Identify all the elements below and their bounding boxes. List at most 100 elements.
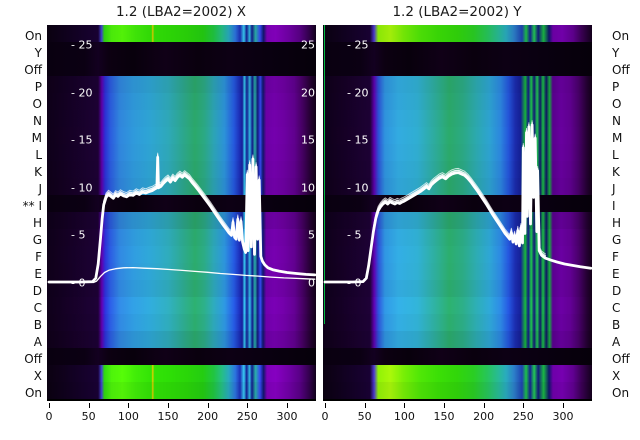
x-tick-y-200 xyxy=(483,403,485,408)
x-tick-label-x-200: 200 xyxy=(197,410,219,423)
heatmap-row-l xyxy=(47,144,316,162)
row-label-a: A xyxy=(33,335,42,349)
curve-main xyxy=(47,155,316,284)
heatmap-row-n xyxy=(323,110,592,128)
x-tick-label-x-300: 300 xyxy=(276,410,298,423)
row-label-e: E xyxy=(612,267,620,281)
row-label-n: N xyxy=(612,114,621,128)
x-tick-x-300 xyxy=(286,403,288,408)
row-label-p: P xyxy=(34,80,42,94)
row-label-l: L xyxy=(612,148,619,162)
x-tick-label-y-50: 50 xyxy=(357,410,372,423)
heatmap-row-x xyxy=(47,365,316,383)
ytick-label-left-5: - 5 xyxy=(347,228,362,242)
heatmap-panel-x: - 25 25 - 20 20 - 15 15 - 10 10 - 5 5 - 0 0 xyxy=(47,25,316,401)
heatmap-row-n xyxy=(47,110,316,128)
panel-x-title: 1.2 (LBA2=2002) X xyxy=(115,4,247,20)
x-tick-y-250 xyxy=(523,403,525,408)
row-label-g: G xyxy=(32,233,42,247)
row-label-n: N xyxy=(33,114,42,128)
row-label-a: A xyxy=(612,335,621,349)
ytick-label-right-0: 0 xyxy=(308,276,315,290)
heatmap-row-y xyxy=(323,42,592,60)
x-tick-label-y-150: 150 xyxy=(433,410,455,423)
heatmap-row-on xyxy=(323,382,592,399)
row-label-on: On xyxy=(24,29,42,43)
ytick-label-right-25: 25 xyxy=(301,38,315,52)
row-label-off: Off xyxy=(612,352,630,366)
heatmap-row-on xyxy=(47,25,316,43)
heatmap-row-c xyxy=(47,297,316,315)
heatmap-row-on xyxy=(323,25,592,43)
row-label-m: M xyxy=(612,131,623,145)
x-tick-label-x-100: 100 xyxy=(117,410,139,423)
x-tick-x-50 xyxy=(88,403,90,408)
row-label-off: Off xyxy=(612,63,630,77)
heatmap-row-d xyxy=(47,280,316,298)
curve-main xyxy=(100,152,262,253)
ytick-label-left-20: - 20 xyxy=(347,86,369,100)
heatmap-row-off xyxy=(47,348,316,366)
row-label-p: P xyxy=(612,80,620,94)
x-tick-x-250 xyxy=(247,403,249,408)
row-label-o: O xyxy=(32,97,42,111)
heatmap-row-b xyxy=(323,314,592,332)
curve-baseline xyxy=(48,266,316,284)
ytick-label-right-10: 10 xyxy=(301,181,315,195)
x-tick-x-100 xyxy=(128,403,130,408)
ytick-label-right-20: 20 xyxy=(301,86,315,100)
row-label-h: H xyxy=(32,216,42,230)
x-tick-y-300 xyxy=(562,403,564,408)
row-label-y: Y xyxy=(612,46,620,60)
row-label-on: On xyxy=(612,29,630,43)
row-label-h: H xyxy=(612,216,622,230)
x-tick-y-0 xyxy=(325,403,326,408)
heatmap-row-o xyxy=(323,93,592,111)
row-label-f: F xyxy=(35,250,42,264)
x-tick-y-100 xyxy=(404,403,406,408)
x-tick-x-0 xyxy=(49,403,50,408)
heatmap-panel-y: - 25 - 20 - 15 - 10 - 5 - 0 xyxy=(323,25,592,401)
heatmap-row-o xyxy=(47,93,316,111)
x-tick-x-200 xyxy=(207,403,209,408)
heatmap-row-p xyxy=(323,76,592,94)
row-label-k: K xyxy=(34,165,42,179)
ytick-label-left-15: - 15 xyxy=(347,133,369,147)
x-tick-label-y-250: 250 xyxy=(512,410,534,423)
heatmap-row-c xyxy=(323,297,592,315)
x-tick-label-y-300: 300 xyxy=(552,410,574,423)
ytick-label-left-10: - 10 xyxy=(71,181,93,195)
heatmap-row-m xyxy=(47,127,316,145)
row-label-d: D xyxy=(612,284,622,298)
heatmap-row-off xyxy=(323,59,592,77)
heatmap-row-on xyxy=(47,382,316,399)
ytick-label-left-0: - 0 xyxy=(71,276,86,290)
row-label-c: C xyxy=(612,301,621,315)
x-tick-y-150 xyxy=(443,403,445,408)
row-label-f: F xyxy=(612,250,619,264)
heatmap-row-y xyxy=(47,42,316,60)
row-label-off: Off xyxy=(24,63,42,77)
panel-y-title: 1.2 (LBA2=2002) Y xyxy=(392,4,522,20)
x-tick-label-x-50: 50 xyxy=(81,410,96,423)
row-label-i: ** I xyxy=(22,199,42,213)
row-label-i: I xyxy=(612,199,616,213)
row-label-o: O xyxy=(612,97,622,111)
x-tick-label-y-200: 200 xyxy=(473,410,495,423)
x-tick-label-y-100: 100 xyxy=(393,410,415,423)
row-label-k: K xyxy=(612,165,620,179)
x-tick-label-x-0: 0 xyxy=(45,410,53,423)
ytick-label-right-15: 15 xyxy=(301,133,315,147)
heatmap-row-a xyxy=(323,331,592,349)
x-tick-label-x-150: 150 xyxy=(157,410,179,423)
x-tick-label-y-0: 0 xyxy=(321,410,329,423)
row-label-x: X xyxy=(33,369,42,383)
curve-main xyxy=(323,123,592,284)
ytick-label-left-10: - 10 xyxy=(347,181,369,195)
ytick-label-left-20: - 20 xyxy=(71,86,93,100)
heatmap-row-d xyxy=(323,280,592,298)
overlay-curves-y xyxy=(323,120,592,284)
x-tick-label-x-250: 250 xyxy=(236,410,258,423)
ytick-label-left-5: - 5 xyxy=(71,228,86,242)
curve-main xyxy=(370,120,546,255)
